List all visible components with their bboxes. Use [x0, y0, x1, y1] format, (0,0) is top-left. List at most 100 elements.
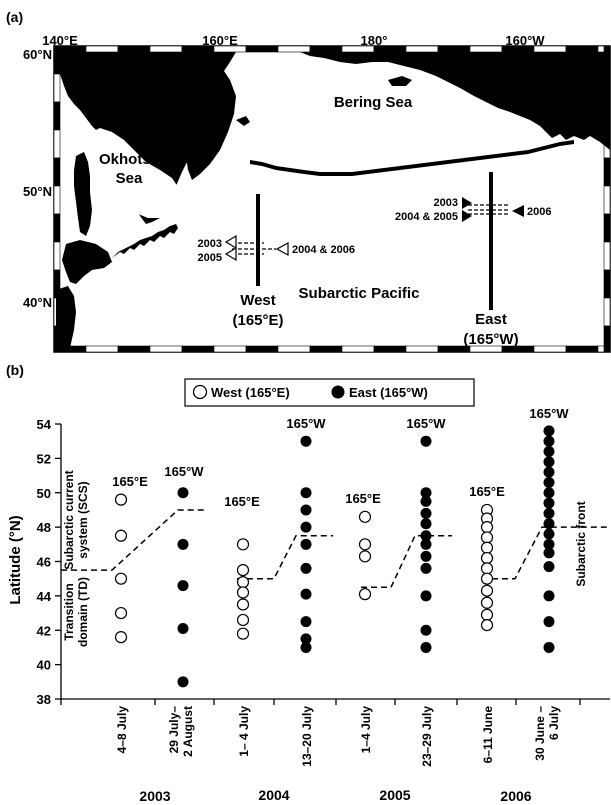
west-year-2005: 2005 — [198, 252, 222, 264]
legend-box — [184, 378, 475, 407]
lat-tick-label: 40°N — [23, 295, 52, 310]
panel-a-label: (a) — [6, 9, 23, 25]
frame-segment — [603, 185, 611, 215]
east-point — [420, 562, 432, 574]
east-point — [543, 435, 555, 447]
group-label: 165°E — [224, 494, 260, 509]
frame-segment — [603, 213, 611, 243]
group-label: 165°E — [469, 484, 505, 499]
east-point — [300, 633, 312, 645]
x-date-labels: 4–8 July 29 July– 2 August 1– 4 July 13–… — [115, 706, 561, 767]
group-label: 165°W — [286, 416, 326, 431]
west-point — [236, 598, 250, 611]
frame-segment — [533, 45, 567, 53]
alaska-mainland — [300, 52, 610, 150]
east-label: East — [475, 311, 507, 328]
date-label: 1–4 July — [359, 706, 373, 754]
east-point — [300, 504, 312, 516]
west-year-2004-2006: 2004 & 2006 — [292, 244, 355, 256]
front-step-2006 — [482, 526, 608, 580]
frame-segment — [309, 45, 343, 53]
y-tick-label: 40 — [37, 658, 51, 673]
frame-segment — [341, 345, 375, 353]
east-point — [177, 538, 189, 550]
group-label: 165°E — [345, 491, 381, 506]
east-point — [543, 518, 555, 530]
frame-segment — [245, 345, 279, 353]
frame-segment — [405, 45, 439, 53]
east-point — [543, 590, 555, 602]
west-transect: 2003 2005 2004 & 2006 West (165°E) — [198, 194, 355, 329]
west-point — [236, 586, 250, 599]
east-point — [420, 590, 432, 602]
west-point — [480, 584, 494, 597]
east-point — [300, 588, 312, 600]
lat-tick-label: 60°N — [23, 47, 52, 62]
frame-segment — [53, 129, 61, 159]
east-point — [543, 507, 555, 519]
y-tick-label: 38 — [37, 692, 51, 707]
y-tick-label: 52 — [37, 451, 51, 466]
legend-east-marker — [331, 385, 345, 399]
east-point — [300, 435, 312, 447]
date-label: 6–11 June — [481, 706, 495, 764]
frame-segment — [603, 269, 611, 299]
frame-segment — [181, 345, 215, 353]
front-step-2003 — [61, 509, 205, 571]
y-axis: 38 40 42 44 46 48 50 52 54 — [37, 417, 62, 707]
subarctic-pacific-label: Subarctic Pacific — [299, 285, 420, 302]
east-point — [300, 562, 312, 574]
date-label: 23–29 July — [420, 706, 434, 767]
frame-segment — [603, 297, 611, 327]
west-point — [358, 538, 372, 551]
east-point — [543, 547, 555, 559]
frame-bottom-ticks — [53, 345, 611, 353]
subarctic-front-line — [61, 509, 608, 589]
frame-segment — [213, 345, 247, 353]
west-point — [480, 521, 494, 534]
group-label: 165°W — [164, 464, 204, 479]
frame-segment — [277, 45, 311, 53]
east-year-2003: 2003 — [434, 197, 458, 209]
east-point — [543, 487, 555, 499]
lat-tick-label: 50°N — [23, 184, 52, 199]
west-transect-line — [256, 194, 260, 286]
frame-segment — [501, 45, 535, 53]
frame-segment — [117, 345, 151, 353]
east-point — [420, 550, 432, 562]
east-point — [543, 528, 555, 540]
west-point — [358, 510, 372, 523]
east-point — [300, 641, 312, 653]
west-point — [480, 531, 494, 544]
lon-tick-labels: 140°E 160°E 180° 160°W — [42, 33, 545, 48]
west-point — [114, 606, 128, 620]
east-triangle-2003 — [462, 197, 472, 209]
date-label: 13–20 July — [300, 706, 314, 767]
west-point — [358, 588, 372, 601]
scs-label-line2: system (SCS) — [76, 481, 90, 558]
okhotsk-label-line1: Okhotsk — [99, 151, 160, 168]
east-triangle-2006 — [512, 205, 524, 217]
land — [56, 52, 610, 348]
east-point — [420, 487, 432, 499]
east-point — [420, 518, 432, 530]
lat-tick-labels: 60°N 50°N 40°N — [23, 47, 52, 310]
frame-segment — [565, 345, 599, 353]
east-transect: 2003 2004 & 2005 2006 East (165°W) — [395, 172, 551, 348]
hokkaido-island — [62, 240, 112, 284]
east-point — [543, 616, 555, 628]
frame-segment — [373, 345, 407, 353]
regime-labels: Subarctic current system (SCS) Transitio… — [62, 470, 588, 647]
frame-segment — [565, 45, 599, 53]
frame-segment — [53, 73, 61, 103]
east-point — [177, 623, 189, 635]
scs-label-line1: Subarctic current — [62, 470, 76, 569]
west-point — [358, 550, 372, 563]
frame-segment — [53, 185, 61, 215]
x-axis-ticks — [60, 699, 581, 705]
east-point — [300, 521, 312, 533]
group-label: 165°W — [529, 406, 569, 421]
east-point — [543, 497, 555, 509]
frame-segment — [85, 345, 119, 353]
east-point — [543, 476, 555, 488]
